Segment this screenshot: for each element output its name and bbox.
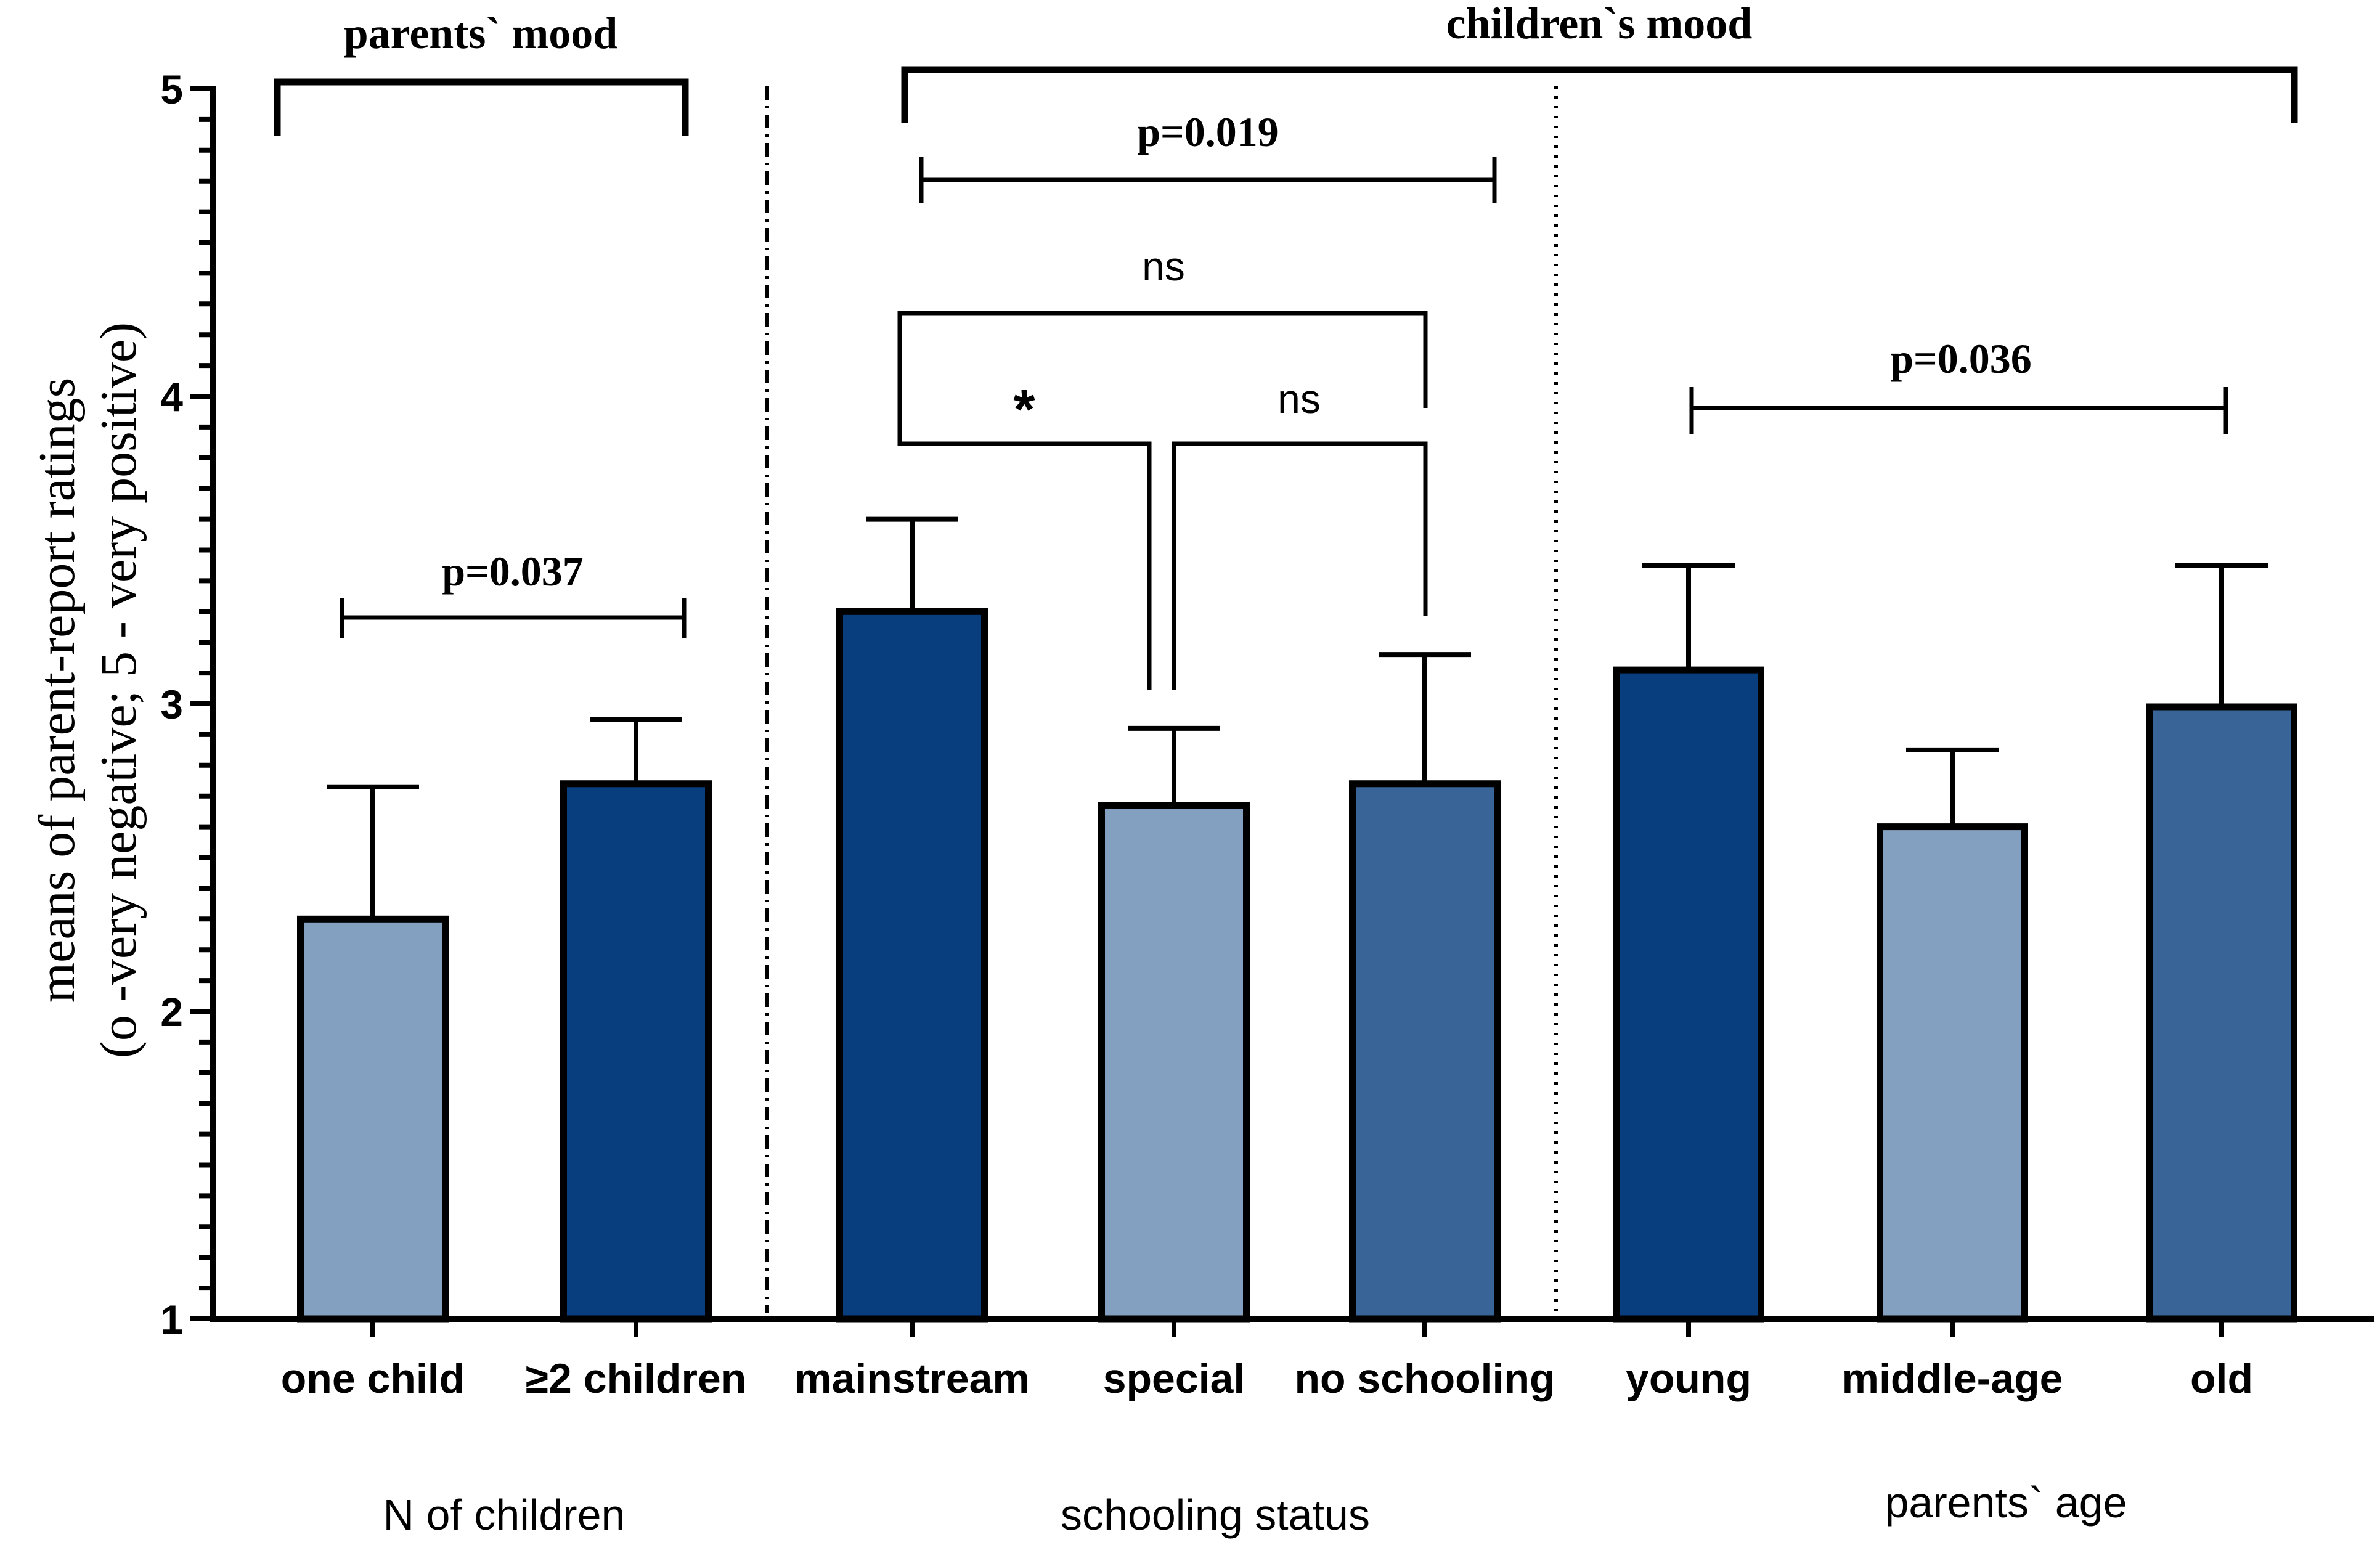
ns-label-main-noschool: ns (1142, 243, 1185, 289)
bar-old (2146, 703, 2297, 1323)
x-tick-label-old: old (2190, 1355, 2253, 1402)
bar-young (1613, 666, 1764, 1323)
y-tick-label: 5 (160, 67, 183, 112)
parents-mood-bracket (274, 78, 689, 136)
bar-mainstream (836, 608, 988, 1323)
childrens-mood-label: children`s mood (1446, 0, 1753, 48)
y-axis-label: means of parent-report ratings (o -very … (28, 322, 147, 1058)
y-axis: 1 2 3 4 5 (160, 67, 216, 1342)
bar-special (1098, 802, 1250, 1323)
bar-ge2-children (560, 780, 712, 1323)
group-separators (765, 86, 1558, 1313)
parents-mood-label: parents` mood (344, 9, 618, 58)
group-label-parents-age: parents` age (1885, 1478, 2127, 1527)
bar-one-child (297, 915, 449, 1323)
x-axis (210, 1316, 2374, 1337)
annotations: parents` mood children`s mood p=0.037 p=… (274, 0, 2298, 690)
x-tick-label-ge2-children: ≥2 children (526, 1355, 747, 1402)
p036-label: p=0.036 (1890, 335, 2032, 382)
x-tick-label-middle-age: middle-age (1842, 1355, 2063, 1402)
y-tick-label: 3 (160, 682, 183, 727)
x-tick-label-one-child: one child (281, 1355, 465, 1402)
star-label-main-special: * (1013, 379, 1035, 441)
bar-no-schooling (1349, 780, 1501, 1323)
error-bars (327, 516, 2268, 919)
ns-bracket-main-noschool (897, 311, 1428, 408)
bar-middle-age (1877, 823, 2028, 1323)
p037-label: p=0.037 (442, 548, 584, 595)
ns-bracket-special-noschool (1172, 441, 1428, 690)
y-axis-label-line2: (o -very negative; 5 - very positive) (90, 322, 147, 1058)
y-tick-label: 4 (160, 374, 183, 420)
group-label-schooling-status: schooling status (1061, 1491, 1370, 1539)
x-tick-label-mainstream: mainstream (794, 1355, 1030, 1402)
star-bracket-main-special (897, 408, 1152, 690)
y-tick-label: 1 (160, 1297, 183, 1342)
p037-bracket (340, 598, 687, 638)
group-label-n-of-children: N of children (383, 1491, 626, 1539)
x-tick-labels: one child ≥2 children mainstream special no … (281, 1355, 2253, 1402)
p019-bracket (919, 157, 1497, 203)
p019-label: p=0.019 (1137, 108, 1279, 155)
ns-label-special-noschool: ns (1278, 376, 1321, 422)
x-tick-label-special: special (1103, 1355, 1245, 1402)
y-axis-label-line1: means of parent-report ratings (28, 378, 86, 1003)
p036-bracket (1689, 387, 2228, 434)
x-tick-label-no-schooling: no schooling (1294, 1355, 1555, 1402)
group-labels: N of children schooling status parents` ag… (383, 1478, 2127, 1539)
y-tick-label: 2 (160, 989, 183, 1035)
x-tick-label-young: young (1626, 1355, 1751, 1402)
childrens-mood-bracket (901, 66, 2298, 123)
